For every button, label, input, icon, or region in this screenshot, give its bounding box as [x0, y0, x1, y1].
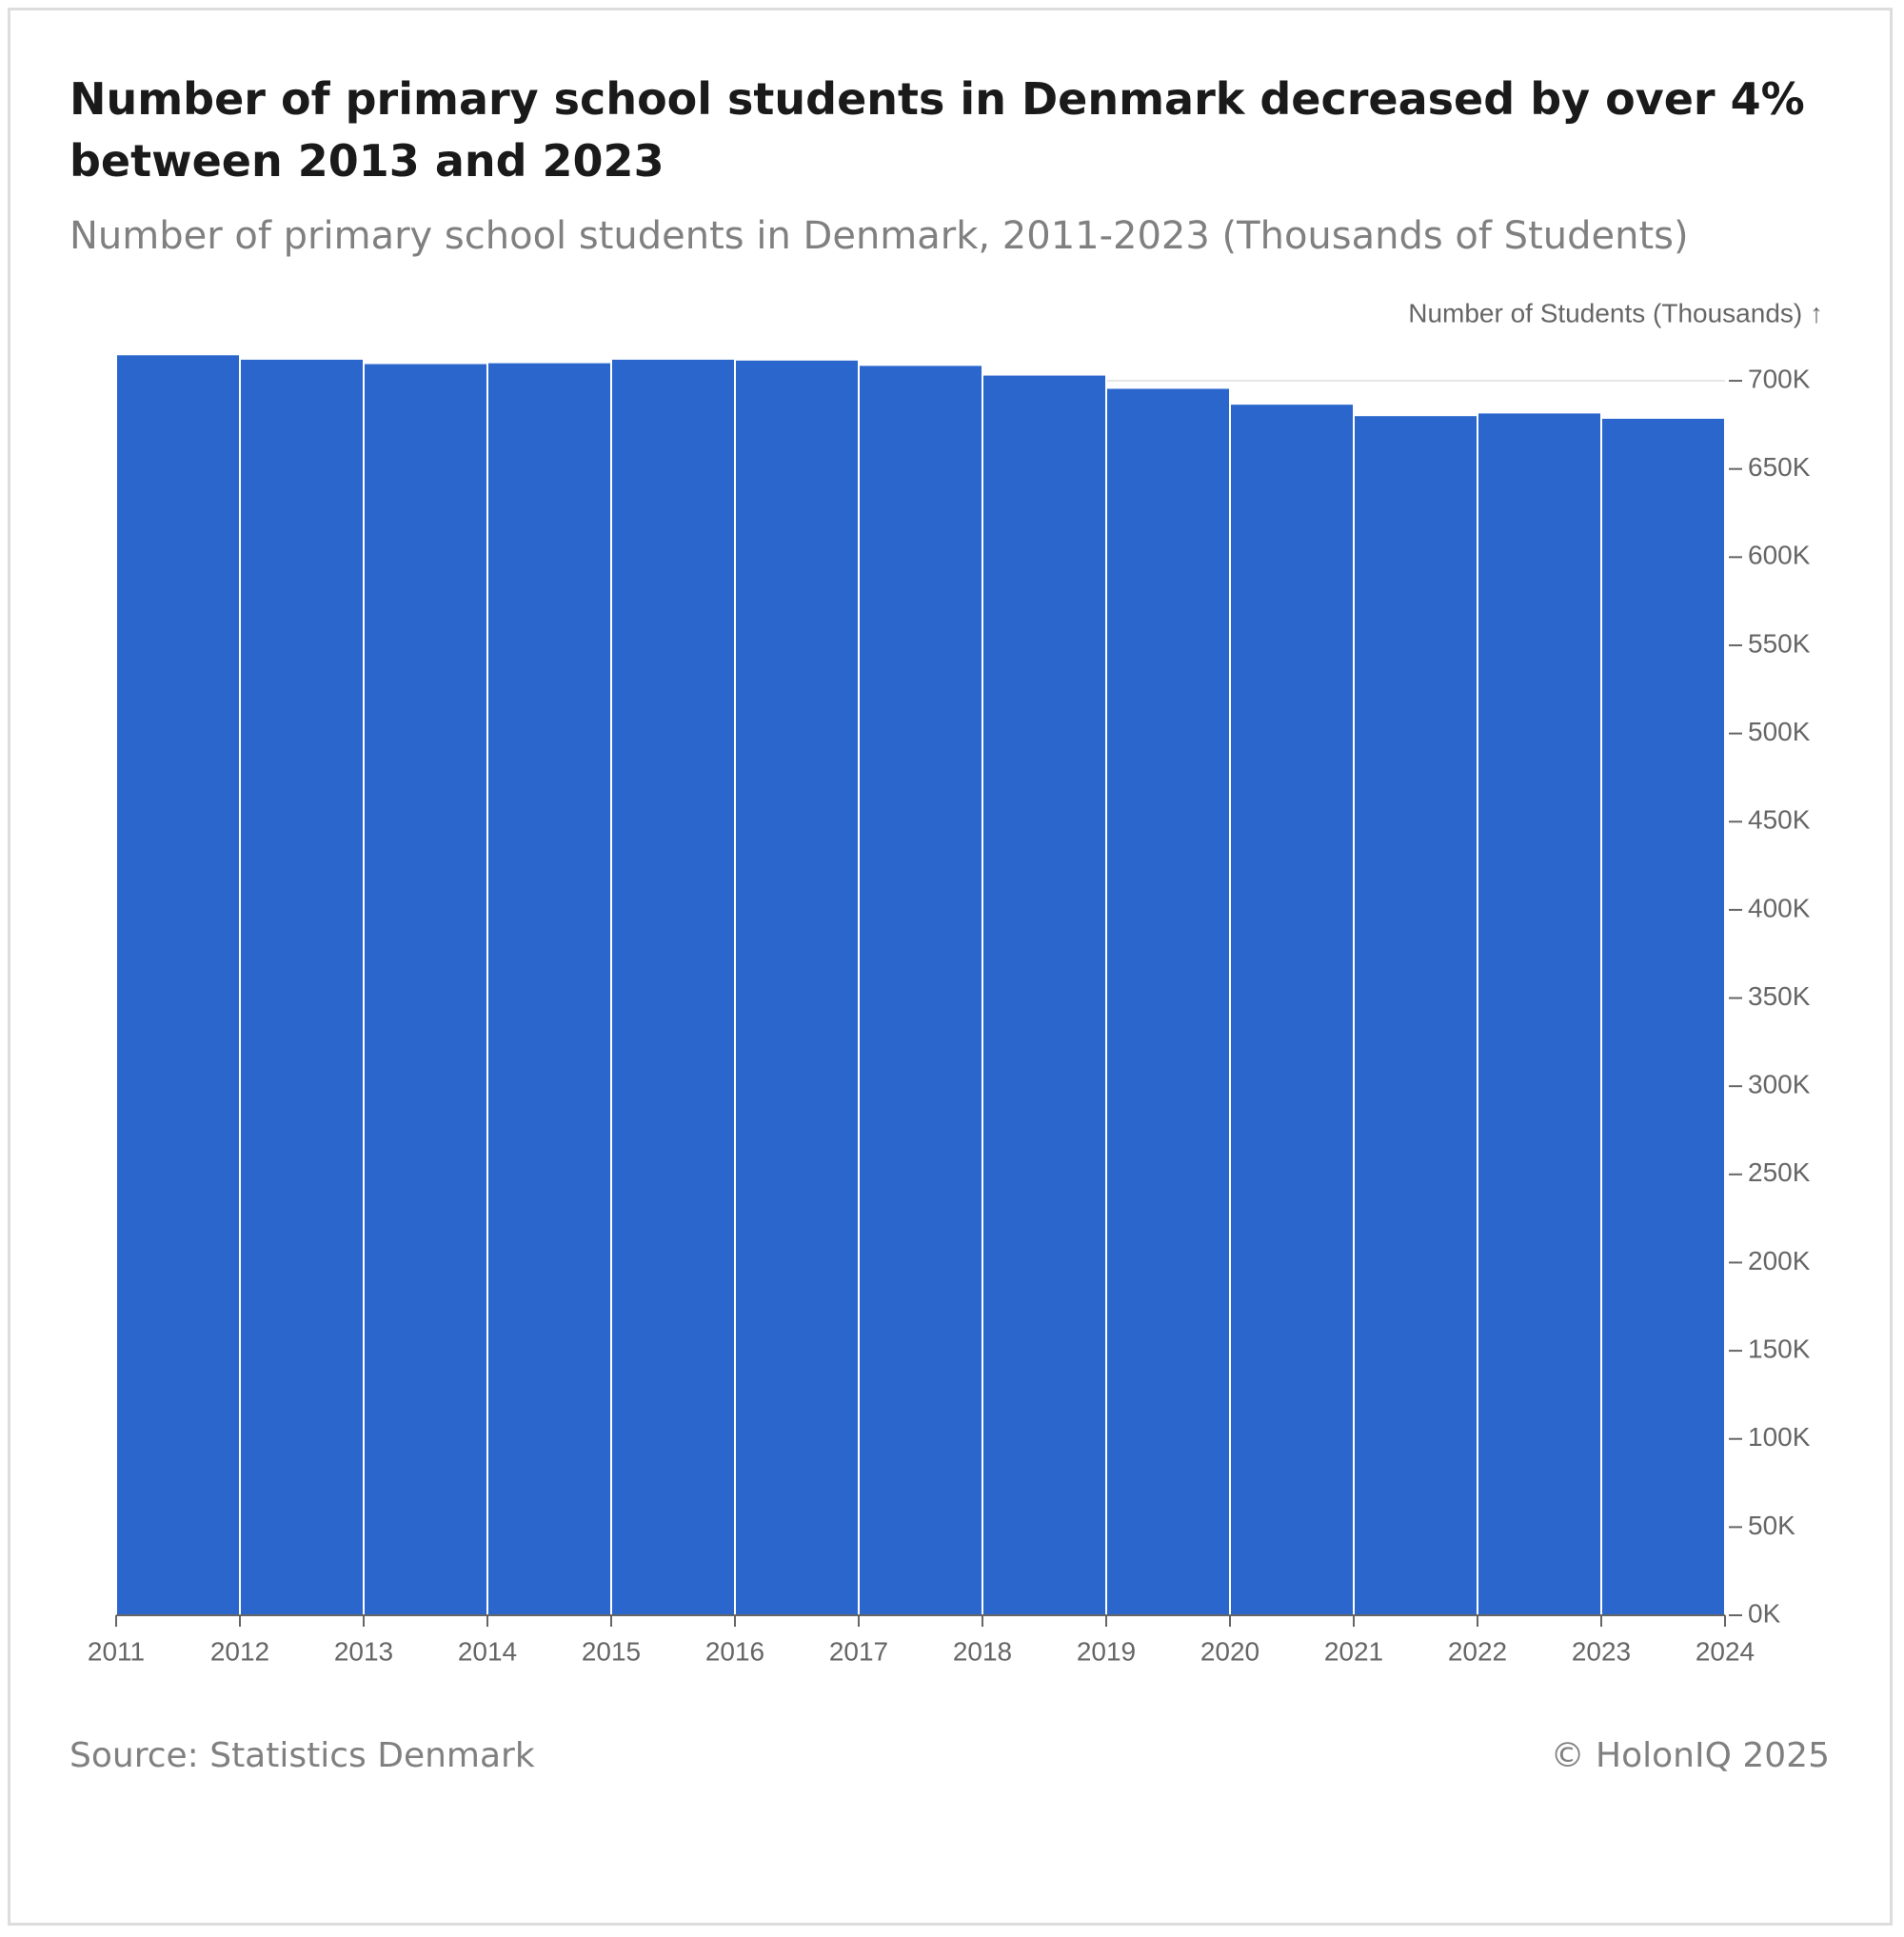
y-tick-label: 550K	[1748, 628, 1811, 658]
y-tick-label: 200K	[1748, 1246, 1811, 1275]
y-tick-label: 600K	[1748, 541, 1811, 570]
y-tick-label: 150K	[1748, 1334, 1811, 1363]
bar	[363, 362, 488, 1616]
x-tick-label: 2012	[210, 1636, 269, 1666]
x-tick-label: 2021	[1324, 1636, 1383, 1666]
card	[8, 8, 1893, 1926]
x-tick-label: 2020	[1200, 1636, 1259, 1666]
bar	[1600, 416, 1726, 1617]
bar	[734, 358, 860, 1616]
x-tick-label: 2018	[953, 1636, 1012, 1666]
y-tick-label: 250K	[1748, 1157, 1811, 1187]
y-tick-label: 700K	[1748, 364, 1811, 393]
bar	[1229, 403, 1355, 1616]
copyright: © HolonIQ 2025	[1550, 1736, 1830, 1775]
y-axis-label: Number of Students (Thousands) ↑	[1408, 298, 1823, 327]
bar	[115, 353, 241, 1616]
chart-title: Number of primary school students in Den…	[69, 73, 1805, 187]
y-tick-label: 400K	[1748, 893, 1811, 922]
y-tick-label: 500K	[1748, 717, 1811, 746]
x-tick-label: 2024	[1696, 1636, 1755, 1666]
y-tick-label: 50K	[1748, 1511, 1795, 1540]
y-tick-label: 450K	[1748, 805, 1811, 835]
source: Source: Statistics Denmark	[69, 1736, 535, 1775]
bar	[486, 361, 612, 1616]
bar	[1353, 414, 1478, 1617]
x-tick-label: 2022	[1448, 1636, 1507, 1666]
y-tick-label: 300K	[1748, 1070, 1811, 1099]
bar	[610, 357, 736, 1616]
bar	[982, 373, 1107, 1617]
y-tick-label: 650K	[1748, 452, 1811, 482]
bar	[239, 357, 365, 1616]
x-tick-label: 2017	[829, 1636, 888, 1666]
x-tick-label: 2016	[705, 1636, 764, 1666]
x-tick-label: 2023	[1572, 1636, 1631, 1666]
y-tick-label: 0K	[1748, 1598, 1781, 1628]
bar	[858, 364, 983, 1616]
x-tick-label: 2015	[582, 1636, 641, 1666]
x-tick-label: 2013	[334, 1636, 393, 1666]
y-tick-label: 350K	[1748, 981, 1811, 1011]
bar	[1477, 411, 1602, 1617]
bar	[1105, 386, 1231, 1616]
bars	[115, 353, 1726, 1617]
x-tick-label: 2014	[458, 1636, 517, 1666]
chart-subtitle: Number of primary school students in Den…	[69, 214, 1689, 258]
x-tick-label: 2011	[88, 1636, 145, 1666]
x-tick-label: 2019	[1077, 1636, 1136, 1666]
y-tick-label: 100K	[1748, 1422, 1811, 1452]
